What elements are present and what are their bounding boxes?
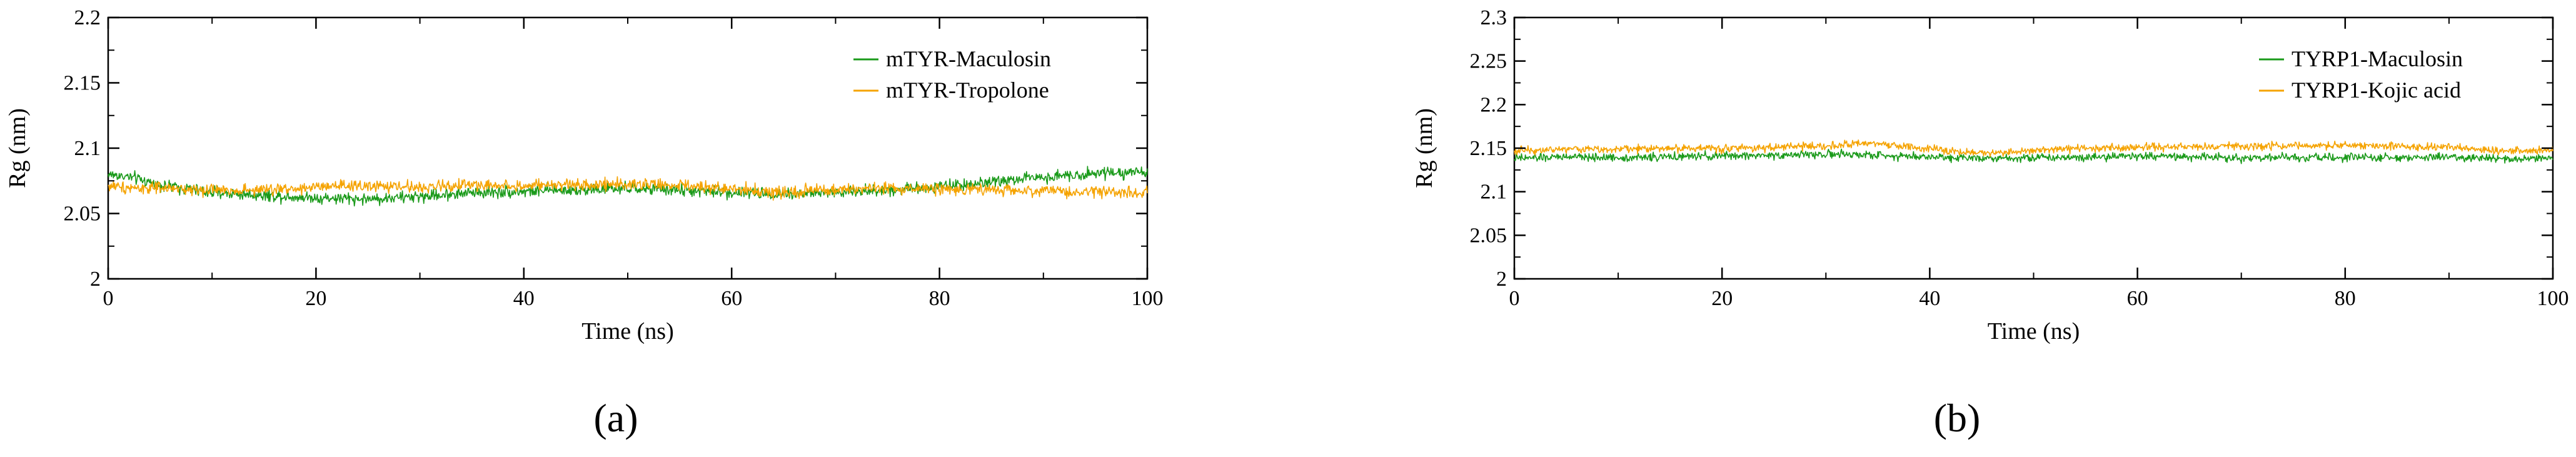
y-axis-label: Rg (nm) bbox=[1411, 108, 1437, 188]
x-tick-label: 0 bbox=[103, 287, 114, 310]
x-tick-label: 40 bbox=[1919, 287, 1940, 310]
x-tick-label: 60 bbox=[2127, 287, 2148, 310]
x-tick-label: 40 bbox=[513, 287, 535, 310]
y-axis-label: Rg (nm) bbox=[4, 108, 31, 188]
y-tick-label: 2.05 bbox=[1470, 224, 1507, 247]
x-tick-label: 80 bbox=[929, 287, 950, 310]
panel-label: (b) bbox=[1934, 396, 1981, 440]
legend-label: TYRP1-Kojic acid bbox=[2292, 78, 2461, 103]
panel-b: 0 20 40 60 80 100 2 2.05 2.1 2.15 2.2 2.25 2.3 Time (… bbox=[1411, 6, 2569, 440]
x-tick-label: 60 bbox=[721, 287, 742, 310]
legend-label: mTYR-Tropolone bbox=[886, 78, 1049, 103]
x-tick-label: 100 bbox=[1132, 287, 1164, 310]
y-tick-label: 2.3 bbox=[1481, 6, 1507, 29]
x-tick-label: 20 bbox=[305, 287, 326, 310]
x-axis-label: Time (ns) bbox=[1988, 318, 2080, 344]
y-tick-label: 2.25 bbox=[1470, 50, 1507, 73]
y-tick-label: 2.2 bbox=[1481, 93, 1507, 116]
y-tick-label: 2.1 bbox=[74, 137, 101, 160]
x-tick-label: 80 bbox=[2335, 287, 2356, 310]
legend-label: mTYR-Maculosin bbox=[886, 46, 1051, 71]
panel-label: (a) bbox=[593, 396, 638, 440]
y-tick-label: 2.15 bbox=[1470, 137, 1507, 160]
series-line bbox=[1514, 139, 2553, 158]
x-tick-label: 0 bbox=[1509, 287, 1520, 310]
y-tick-label: 2.2 bbox=[74, 6, 101, 29]
y-tick-label: 2.05 bbox=[64, 203, 101, 226]
y-tick-label: 2.15 bbox=[64, 72, 101, 95]
series-line bbox=[108, 176, 1148, 201]
series-line bbox=[108, 166, 1148, 207]
legend-label: TYRP1-Maculosin bbox=[2292, 46, 2463, 71]
x-axis-label: Time (ns) bbox=[581, 318, 673, 344]
panel-a: 0 20 40 60 80 100 2 2.05 2.1 2.15 2.2 Time (ns) Rg (… bbox=[4, 6, 1164, 440]
y-tick-label: 2.1 bbox=[1481, 181, 1507, 204]
series-line bbox=[1514, 148, 2553, 164]
x-tick-label: 100 bbox=[2537, 287, 2569, 310]
x-tick-label: 20 bbox=[1711, 287, 1733, 310]
y-tick-label: 2 bbox=[1496, 268, 1507, 291]
y-tick-label: 2 bbox=[90, 268, 101, 291]
